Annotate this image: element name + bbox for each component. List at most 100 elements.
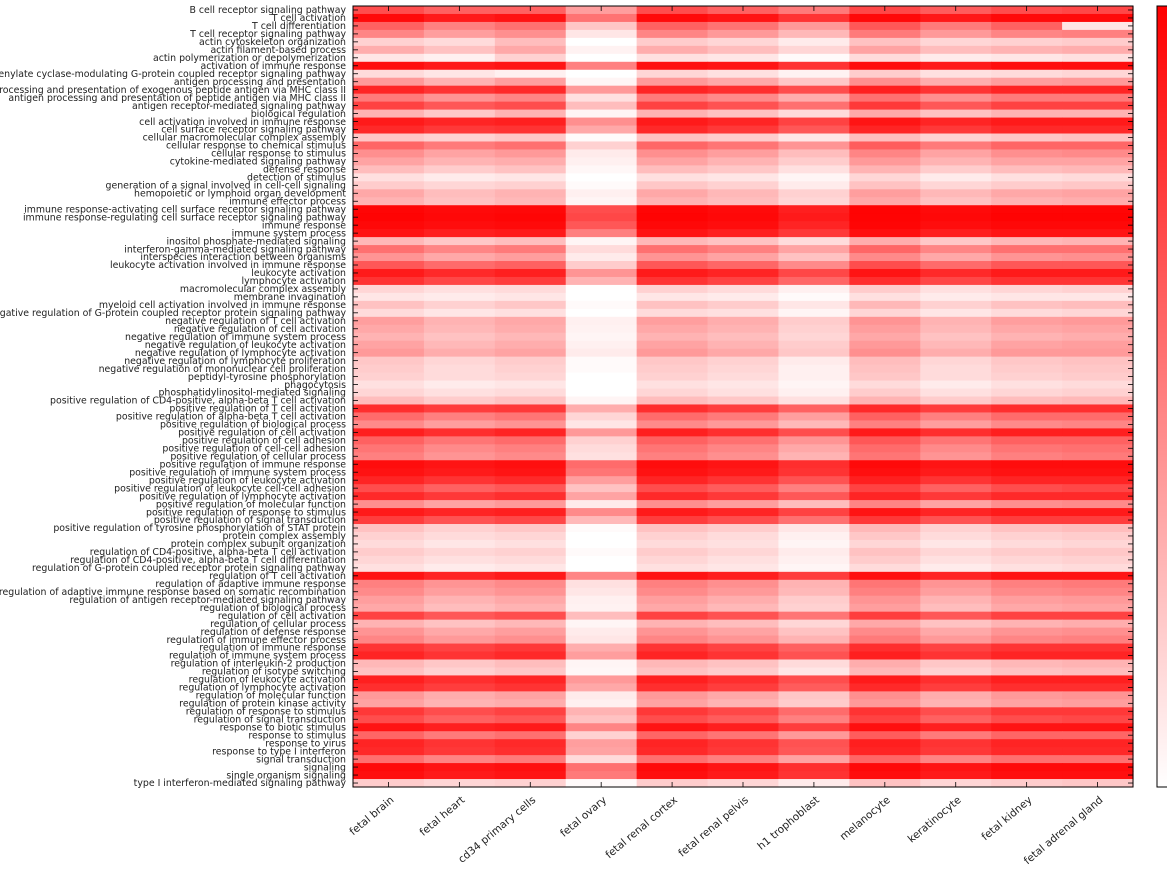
heatmap-cell (353, 579, 425, 589)
heatmap-cell (423, 21, 496, 31)
row-label: actin filament-based process (210, 45, 346, 56)
heatmap-cell (494, 755, 567, 764)
heatmap-cell (494, 508, 567, 517)
heatmap-cell (565, 563, 638, 573)
heatmap-cell (353, 420, 425, 429)
heatmap-cell (707, 324, 780, 334)
heatmap-cell (849, 268, 921, 278)
heatmap-cell (423, 683, 496, 692)
heatmap-cell (494, 739, 567, 748)
heatmap-cell (423, 117, 496, 127)
heatmap-cell (1062, 229, 1134, 238)
heatmap-cell (778, 189, 850, 198)
row-label: adenylate cyclase-modulating G-protein c… (0, 69, 346, 80)
heatmap-cell (920, 396, 992, 406)
heatmap-cell (920, 723, 992, 732)
heatmap-cell (353, 492, 425, 501)
heatmap-cell (353, 300, 425, 310)
heatmap-cell (636, 197, 709, 206)
row-label: positive regulation of cellular process (170, 451, 346, 462)
heatmap-cell (494, 444, 567, 453)
heatmap-cell (353, 133, 425, 143)
heatmap-cell (991, 452, 1063, 461)
heatmap-cell (920, 372, 992, 382)
heatmap-cell (494, 412, 567, 422)
heatmap-cell (778, 380, 850, 390)
heatmap-cell (778, 324, 850, 334)
heatmap-cell (1062, 707, 1134, 716)
heatmap-cell (920, 428, 992, 437)
heatmap-cell (778, 117, 850, 127)
heatmap-cell (636, 524, 709, 533)
heatmap-cell (991, 332, 1063, 342)
heatmap-cell (707, 508, 780, 517)
heatmap-cell (353, 651, 425, 661)
row-label: response to biotic stimulus (220, 722, 346, 733)
heatmap-cell (778, 484, 850, 493)
heatmap-cell (636, 699, 709, 708)
heatmap-cell (353, 173, 425, 182)
heatmap-cell (920, 524, 992, 533)
heatmap-cell (707, 308, 780, 318)
heatmap-cell (920, 452, 992, 461)
heatmap-cell (778, 133, 850, 143)
heatmap-cell (565, 611, 638, 621)
heatmap-cell (849, 587, 921, 597)
axis-ticks (353, 6, 1133, 787)
row-label: membrane invagination (234, 292, 346, 303)
heatmap-cell (423, 643, 496, 653)
heatmap-cell (1062, 388, 1134, 398)
heatmap-cell (565, 149, 638, 159)
heatmap-cell (353, 221, 425, 230)
heatmap-cell (565, 524, 638, 533)
heatmap-cell (1062, 165, 1134, 174)
heatmap-cell (778, 579, 850, 589)
row-label: leukocyte activation involved in immune … (110, 260, 346, 271)
heatmap-cell (636, 675, 709, 684)
heatmap-cell (920, 77, 992, 87)
heatmap-cell (849, 348, 921, 358)
heatmap-cell (920, 292, 992, 302)
heatmap-cell (565, 428, 638, 437)
heatmap-cell (565, 547, 638, 557)
heatmap-cell (991, 516, 1063, 525)
heatmap-cell (849, 683, 921, 692)
heatmap-cell (565, 771, 638, 780)
heatmap-cell (353, 316, 425, 326)
heatmap-cell (423, 715, 496, 724)
heatmap-cell (778, 547, 850, 557)
heatmap-cell (565, 332, 638, 342)
heatmap-cell (849, 37, 921, 47)
heatmap-cell (1062, 348, 1134, 358)
row-label: T cell activation (271, 13, 346, 24)
heatmap-cell (1062, 444, 1134, 453)
heatmap-cell (920, 691, 992, 700)
heatmap-cell (707, 524, 780, 533)
heatmap-cell (494, 524, 567, 533)
heatmap-cell (991, 388, 1063, 398)
heatmap-cell (707, 221, 780, 230)
heatmap-cell (849, 93, 921, 103)
heatmap-cell (636, 237, 709, 246)
heatmap-cell (778, 308, 850, 318)
heatmap-cell (353, 93, 425, 103)
heatmap-cell (353, 37, 425, 47)
heatmap-cell (1062, 213, 1134, 222)
heatmap-cell (920, 109, 992, 119)
row-label: antigen processing and presentation of e… (0, 85, 346, 96)
heatmap-cell (636, 595, 709, 605)
heatmap-cell (991, 141, 1063, 151)
heatmap-cell (353, 284, 425, 294)
heatmap-cell (636, 245, 709, 254)
heatmap-cell (707, 619, 780, 629)
heatmap-cell (353, 372, 425, 382)
heatmap-cell (991, 308, 1063, 318)
heatmap-cell (636, 555, 709, 565)
heatmap-cell (1062, 771, 1134, 780)
heatmap-cell (920, 763, 992, 772)
heatmap-cell (991, 595, 1063, 605)
heatmap-cell (920, 308, 992, 318)
heatmap-cell (920, 261, 992, 270)
row-label: response to stimulus (248, 730, 346, 741)
